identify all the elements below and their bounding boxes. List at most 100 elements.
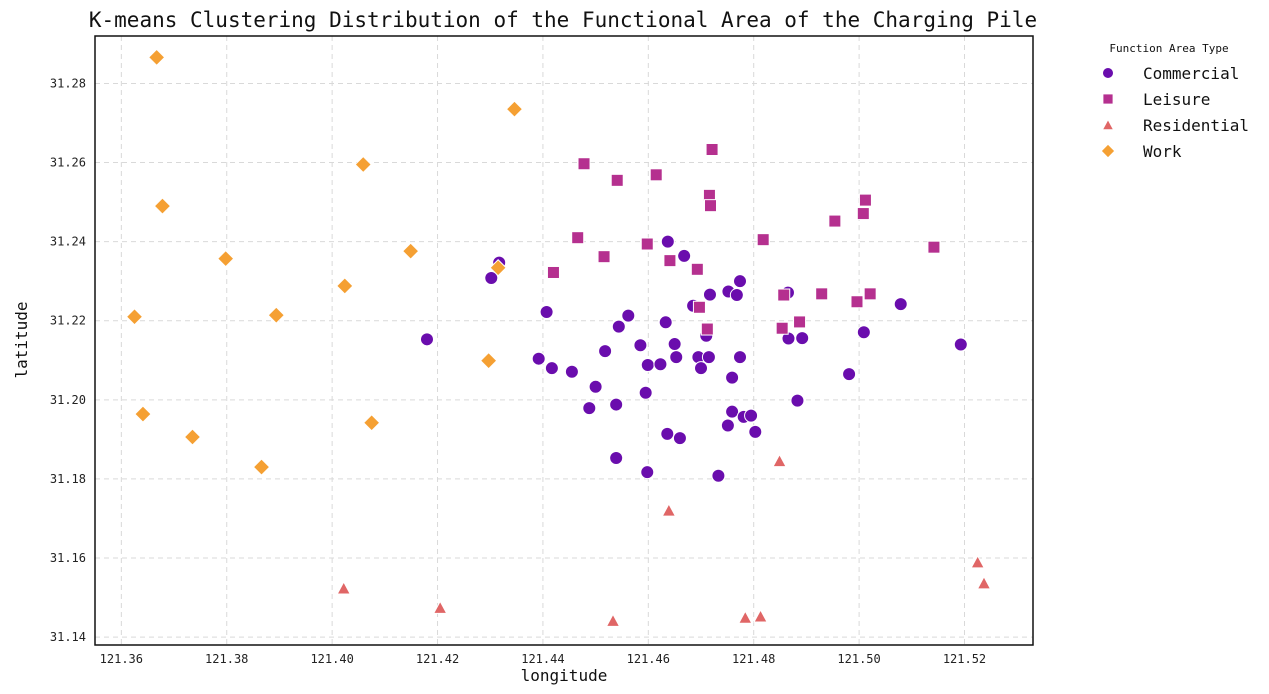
leisure-point [756, 233, 770, 247]
x-tick-label: 121.46 [627, 652, 670, 666]
leisure-point [649, 168, 663, 182]
commercial-point [658, 315, 673, 330]
y-tick-label: 31.20 [50, 393, 86, 407]
legend-marker-commercial [1101, 66, 1115, 80]
legend-label-leisure: Leisure [1143, 90, 1210, 109]
work-point [252, 458, 271, 476]
commercial-point [531, 351, 546, 366]
residential-point [970, 554, 986, 569]
work-point [479, 351, 498, 370]
commercial-point [702, 287, 717, 302]
legend-title: Function Area Type [1109, 42, 1228, 55]
series-work [125, 48, 524, 476]
commercial-point [539, 305, 554, 320]
x-axis-label: longitude [521, 666, 608, 685]
commercial-point [701, 350, 716, 365]
leisure-point [858, 193, 872, 207]
leisure-point [775, 321, 789, 335]
work-point [147, 48, 166, 67]
commercial-point [660, 426, 675, 441]
x-axis-ticks: 121.36 121.38 121.40 121.42 121.44 121.46 121.… [100, 652, 987, 666]
work-point [216, 249, 235, 268]
leisure-point [597, 250, 611, 264]
residential-point [976, 575, 992, 590]
x-tick-label: 121.40 [310, 652, 353, 666]
commercial-point [672, 431, 687, 446]
commercial-point [893, 297, 908, 312]
residential-point [432, 600, 448, 614]
commercial-point [660, 234, 675, 249]
commercial-point [720, 418, 735, 433]
legend-marker-leisure [1102, 93, 1114, 105]
commercial-point [611, 319, 626, 334]
leisure-point [777, 288, 791, 302]
y-tick-label: 31.24 [50, 235, 86, 249]
work-point [354, 155, 372, 174]
y-tick-label: 31.26 [50, 156, 86, 170]
work-point [153, 197, 172, 215]
leisure-point [692, 300, 706, 314]
y-tick-label: 31.28 [50, 76, 86, 90]
commercial-point [544, 361, 559, 376]
commercial-point [744, 408, 759, 423]
legend-marker-work [1100, 143, 1116, 159]
leisure-point [640, 237, 654, 251]
commercial-point [842, 367, 857, 382]
commercial-point [790, 393, 805, 408]
commercial-point [598, 344, 613, 359]
leisure-point [863, 287, 877, 301]
data-points [125, 48, 992, 627]
legend-marker-residential [1101, 118, 1115, 131]
work-point [125, 308, 144, 326]
commercial-point [667, 337, 682, 352]
leisure-point [705, 142, 719, 156]
leisure-point [663, 254, 677, 268]
commercial-point [953, 337, 968, 352]
series-leisure [546, 142, 941, 336]
commercial-point [633, 338, 648, 353]
leisure-point [571, 231, 585, 245]
y-tick-label: 31.18 [50, 472, 86, 486]
commercial-point [677, 248, 692, 263]
y-axis-ticks: 31.14 31.16 31.18 31.20 31.22 31.24 31.26 31.28 [50, 76, 86, 644]
commercial-point [564, 364, 579, 379]
residential-point [753, 608, 768, 623]
work-point [489, 259, 507, 277]
commercial-point [588, 379, 603, 394]
leisure-point [546, 265, 560, 279]
commercial-point [621, 308, 636, 323]
work-point [183, 428, 202, 446]
legend-label-commercial: Commercial [1143, 64, 1239, 83]
y-tick-label: 31.16 [50, 551, 86, 565]
legend-label-work: Work [1143, 142, 1182, 161]
commercial-point [609, 450, 624, 465]
leisure-point [927, 240, 941, 254]
commercial-point [725, 404, 740, 419]
leisure-point [610, 173, 624, 187]
commercial-point [419, 332, 434, 347]
commercial-point [729, 288, 744, 303]
leisure-point [577, 157, 591, 171]
commercial-point [795, 331, 810, 346]
residential-point [605, 613, 621, 627]
x-tick-label: 121.44 [521, 652, 564, 666]
leisure-point [850, 295, 864, 309]
commercial-point [484, 271, 499, 286]
x-tick-label: 121.50 [837, 652, 880, 666]
commercial-point [711, 468, 726, 483]
legend-label-residential: Residential [1143, 116, 1249, 135]
chart-title: K-means Clustering Distribution of the F… [89, 8, 1037, 32]
y-tick-label: 31.14 [50, 630, 86, 644]
x-tick-label: 121.38 [205, 652, 248, 666]
work-point [336, 277, 354, 295]
legend-items: Commercial Leisure Residential Work [1100, 64, 1249, 161]
y-axis-label: latitude [12, 301, 31, 378]
grid [95, 36, 1033, 645]
commercial-point [694, 361, 709, 376]
commercial-point [609, 397, 624, 412]
plot-frame [94, 35, 1034, 646]
commercial-point [725, 370, 740, 385]
leisure-point [700, 322, 714, 336]
leisure-point [828, 214, 842, 228]
